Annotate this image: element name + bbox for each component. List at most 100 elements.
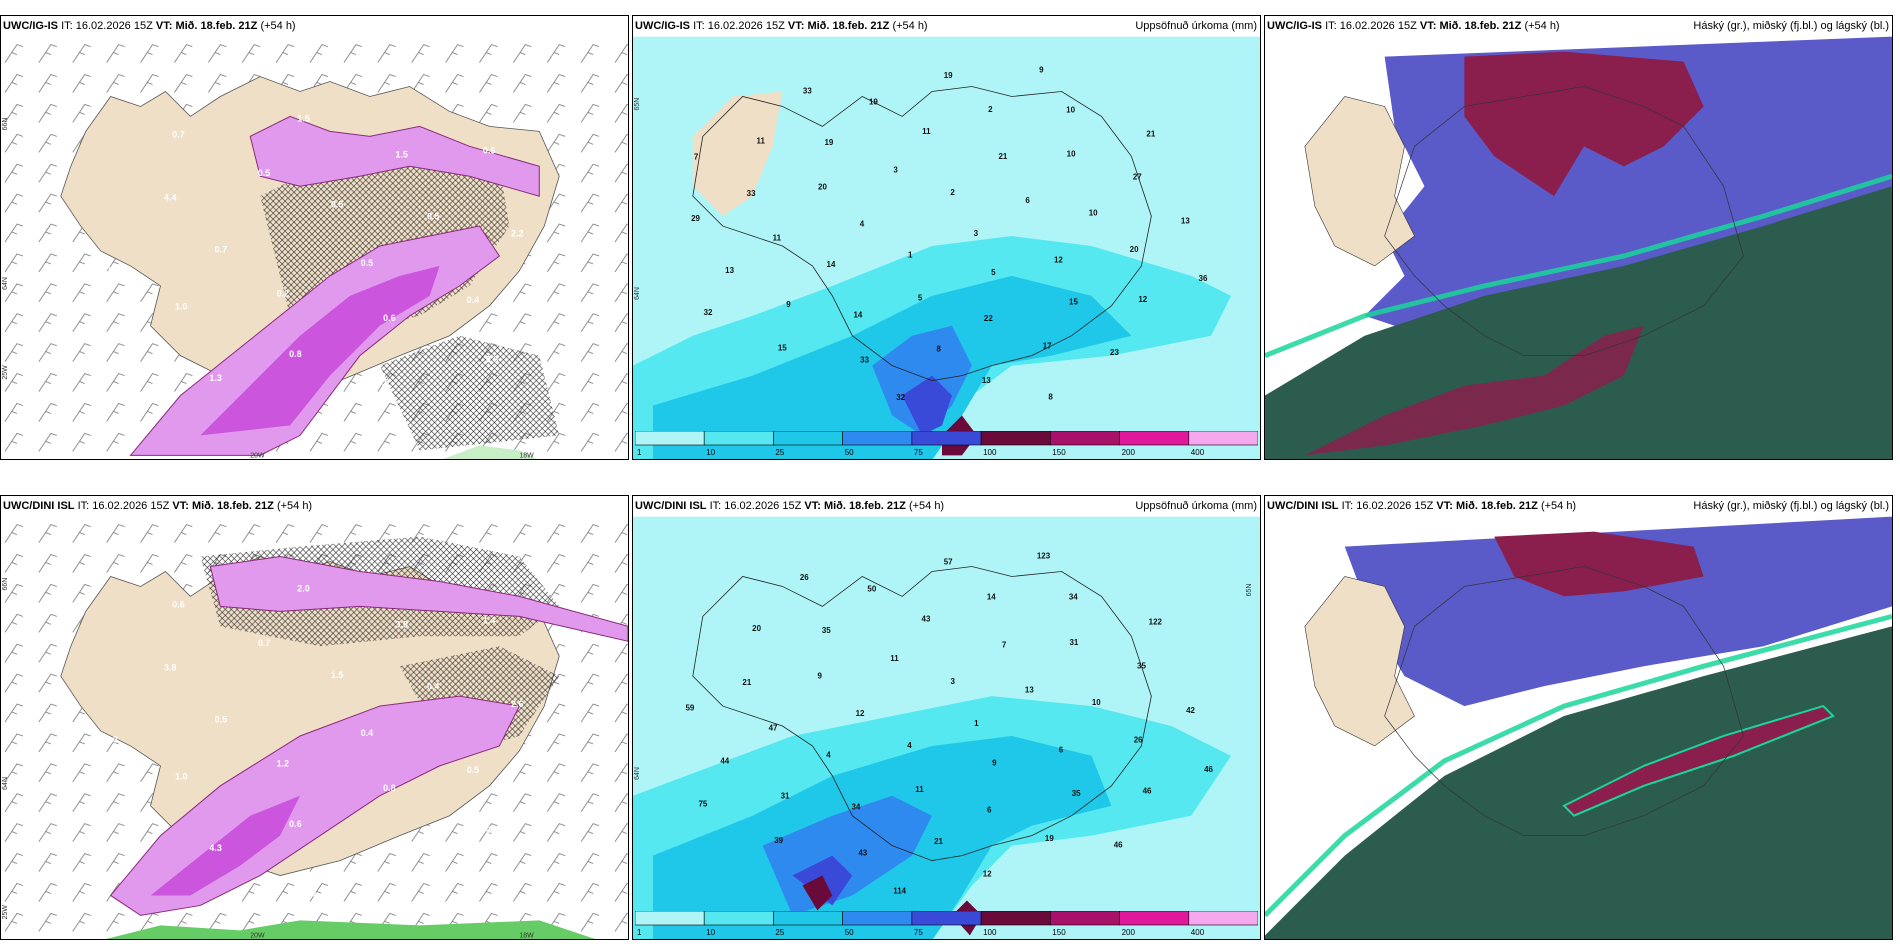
land-visible [1304, 96, 1415, 267]
value-label: 35 [1137, 661, 1146, 670]
panel-header: UWC/DINI ISL IT: 16.02.2026 15Z VT: Mið.… [633, 496, 1260, 516]
value-label: 0.3 [106, 264, 118, 274]
map-canvas: 66N 64N 25W 20W 18W 0.50.20.50.60.70.50.… [1, 36, 628, 459]
high-cloud [1494, 531, 1704, 597]
value-label: 1.0 [175, 301, 187, 311]
value-label: 33 [747, 189, 756, 198]
value-label: 5 [918, 293, 923, 302]
value-label: 0.4 [427, 681, 439, 691]
value-label: 46 [1114, 840, 1123, 849]
lat-labels: 65N 64N [634, 98, 641, 300]
value-label: 21 [998, 152, 1007, 161]
value-label: 59 [685, 704, 694, 713]
value-label: 21 [742, 678, 751, 687]
it-value: 16.02.2026 15Z [1339, 20, 1417, 32]
it-label: IT: [77, 500, 90, 512]
value-label: 6 [1059, 746, 1064, 755]
value-label: 27 [1133, 173, 1142, 182]
value-label: 10 [1089, 208, 1098, 217]
colorbar-tick-label: 400 [1191, 448, 1205, 457]
value-label: 10 [1092, 698, 1101, 707]
vt-value: Mið. 18.feb. 21Z [807, 20, 890, 32]
iceland-coastline [692, 566, 1152, 861]
map-canvas [1265, 516, 1892, 939]
value-label: 0.4 [467, 295, 479, 305]
colorbar-swatch [703, 911, 774, 926]
precip-100 [802, 875, 833, 911]
value-label: 11 [922, 127, 931, 136]
cloud-edge [1265, 613, 1892, 918]
value-label: 0.8 [486, 355, 498, 365]
value-label: 0.5 [427, 211, 439, 221]
high-cloud-band [1562, 704, 1835, 817]
vt-label: VT: [804, 500, 821, 512]
value-label: 14 [987, 593, 996, 602]
lon-label: 20W [250, 452, 265, 459]
rain-area [443, 445, 537, 459]
value-label: 43 [922, 615, 931, 624]
colorbar-tick-label: 1 [637, 448, 642, 457]
value-label: 19 [869, 98, 878, 107]
value-label: 35 [1072, 789, 1081, 798]
vt-label: VT: [1419, 20, 1437, 32]
snow-band-north [209, 556, 628, 642]
model-name: UWC/IG-IS [635, 20, 690, 32]
value-label: 0.4 [313, 421, 325, 431]
value-label: 12 [1138, 295, 1147, 304]
colorbar-tick-label: 50 [845, 928, 854, 937]
vt-value: Mið. 18.feb. 21Z [823, 500, 906, 512]
it-value: 16.02.2026 15Z [75, 20, 153, 32]
value-labels: 1439121311116476910344335473121352631141… [685, 552, 1213, 896]
colorbar-swatch [635, 431, 705, 446]
iceland-coastline [692, 86, 1152, 381]
value-label: 123 [1037, 552, 1051, 561]
model-name: UWC/IG-IS [3, 20, 58, 32]
value-label: 2 [950, 188, 955, 197]
value-label: 34 [1069, 593, 1078, 602]
value-label: 8 [937, 344, 942, 353]
model-name: UWC/DINI ISL [3, 500, 75, 512]
colorbar-canvas: 1 10 25 50 75 100 150 200 400 [635, 911, 1258, 937]
value-label: 19 [1045, 834, 1054, 843]
value-label: 35 [822, 626, 831, 635]
map-canvas [1265, 36, 1892, 459]
value-label: 1.9 [377, 378, 389, 388]
colorbar-swatch [1119, 911, 1190, 926]
lon-label: 25W [2, 905, 9, 920]
model-name: UWC/DINI ISL [1267, 500, 1339, 512]
value-label: 42 [1186, 706, 1195, 715]
lat-labels: 65N 64N [634, 584, 1253, 780]
snow-band-dark [150, 795, 301, 896]
value-label: 50 [867, 585, 876, 594]
rain-area [105, 920, 596, 939]
high-cloud [1464, 51, 1704, 197]
panel-title: Uppsöfnuð úrkoma (mm) [1135, 500, 1257, 512]
value-label: 4.4 [164, 192, 176, 202]
value-label: 6 [1025, 196, 1030, 205]
vt-value: Mið. 18.feb. 21Z [191, 500, 274, 512]
map-canvas: 65N 64N 31254653121421222010141115111081… [633, 36, 1260, 459]
vt-value: Mið. 18.feb. 21Z [175, 20, 258, 32]
map-precip-igis: 65N 64N 3 1 2 5 4 6 5 3 12 14 21 22 20 10 14 11 15 11 10 8 1… [633, 36, 1260, 459]
value-label: 0.7 [486, 825, 498, 835]
value-label: 12 [983, 869, 992, 878]
it-value: 16.02.2026 15Z [92, 500, 170, 512]
lead-time: (+54 h) [1540, 500, 1577, 512]
lon-label: 18W [519, 932, 534, 939]
value-label: 32 [704, 308, 713, 317]
map-snow-dini: 66N 64N 25W 20W 18W 0.4 1.2 1.5 0.8 0.5 0.4 0.… [1, 516, 628, 939]
it-value: 16.02.2026 15Z [724, 500, 802, 512]
value-label: 0.5 [467, 765, 479, 775]
value-label: 26 [1134, 736, 1143, 745]
value-label: 0.8 [313, 891, 325, 901]
colorbar-swatch [980, 431, 1051, 446]
lat-label: 64N [634, 767, 641, 780]
lat-label: 65N [634, 98, 641, 111]
value-label: 4 [860, 219, 865, 228]
value-label: 0.7 [258, 638, 270, 648]
colorbar-tick-label: 75 [914, 448, 923, 457]
colorbar-swatch [635, 911, 705, 926]
colorbar-swatch [911, 431, 982, 446]
value-label: 31 [1069, 638, 1078, 647]
vt-label: VT: [172, 500, 189, 512]
